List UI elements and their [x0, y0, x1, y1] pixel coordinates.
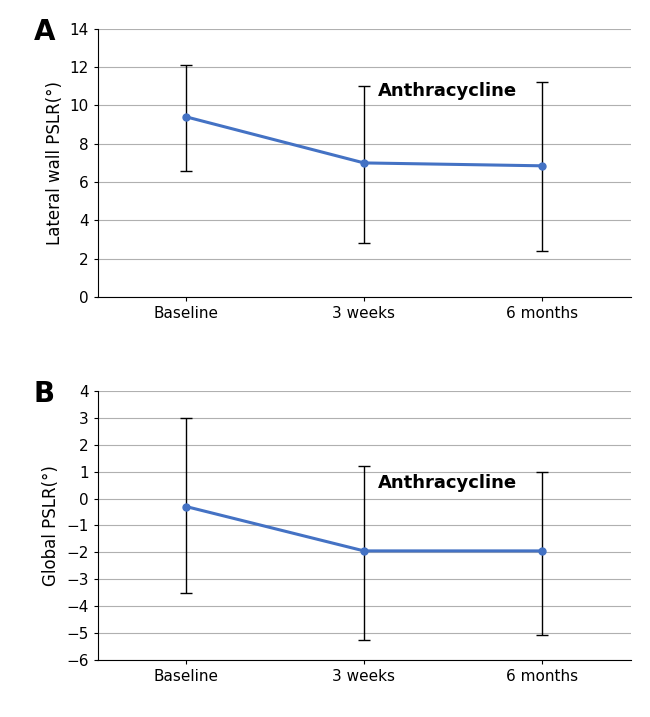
- Text: B: B: [34, 381, 55, 409]
- Y-axis label: Lateral wall PSLR(°): Lateral wall PSLR(°): [46, 81, 64, 245]
- Text: Anthracycline: Anthracycline: [378, 474, 517, 492]
- Y-axis label: Global PSLR(°): Global PSLR(°): [42, 465, 60, 586]
- Text: A: A: [34, 18, 55, 46]
- Text: Anthracycline: Anthracycline: [378, 82, 517, 100]
